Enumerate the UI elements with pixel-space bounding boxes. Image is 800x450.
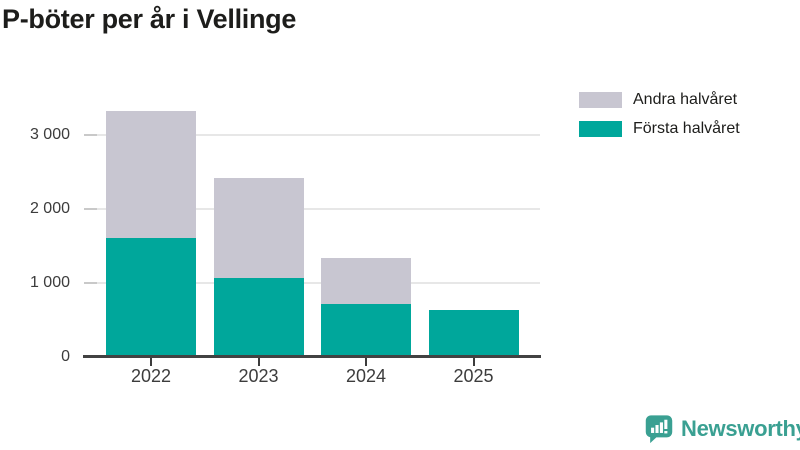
- x-axis-label: 2025: [453, 366, 494, 386]
- x-axis-tick: [472, 357, 475, 366]
- x-axis-label: 2023: [238, 366, 279, 386]
- legend-item-forsta-halvaret: Första halvåret: [579, 120, 740, 137]
- chart-legend: Andra halvåret Första halvåret: [579, 91, 740, 150]
- bar-segment-2022-andra-halvåret: [106, 110, 196, 238]
- x-axis-tick: [365, 357, 367, 366]
- bar-chart-speech-bubble-icon: [644, 413, 674, 445]
- bar-segment-2022-första-halvåret: [106, 237, 196, 357]
- legend-swatch-gray: [579, 92, 622, 108]
- y-gridline: [85, 134, 540, 136]
- x-axis-tick: [150, 357, 152, 366]
- legend-swatch-teal: [579, 121, 622, 137]
- bar-segment-2024-andra-halvåret: [321, 257, 411, 305]
- y-axis-label: 0: [61, 348, 70, 365]
- bar-segment-2025-första-halvåret: [428, 310, 519, 357]
- y-axis-tick: [84, 282, 97, 284]
- y-gridline: [85, 208, 540, 210]
- y-gridline: [85, 282, 540, 284]
- y-axis-label: 1 000: [29, 274, 70, 291]
- bar-segment-2023-första-halvåret: [213, 278, 304, 357]
- chart-title: P-böter per år i Vellinge: [2, 4, 297, 34]
- x-axis-label: 2024: [345, 366, 387, 386]
- bar-segment-2023-andra-halvåret: [213, 178, 304, 279]
- y-axis-tick: [84, 208, 97, 210]
- y-axis-tick: [84, 134, 97, 136]
- legend-label: Första halvåret: [633, 120, 740, 137]
- bar-segment-2024-första-halvåret: [321, 304, 411, 357]
- legend-label: Andra halvåret: [633, 91, 738, 108]
- y-axis-label: 2 000: [29, 200, 70, 217]
- newsworthy-wordmark: Newsworthy: [681, 416, 800, 441]
- legend-item-andra-halvaret: Andra halvåret: [579, 91, 740, 108]
- newsworthy-logo-link[interactable]: Newsworthy: [644, 413, 800, 445]
- x-axis-label: 2022: [130, 366, 172, 386]
- x-axis-tick: [257, 357, 260, 366]
- y-axis-label: 3 000: [29, 126, 70, 143]
- x-axis-line: [83, 355, 541, 358]
